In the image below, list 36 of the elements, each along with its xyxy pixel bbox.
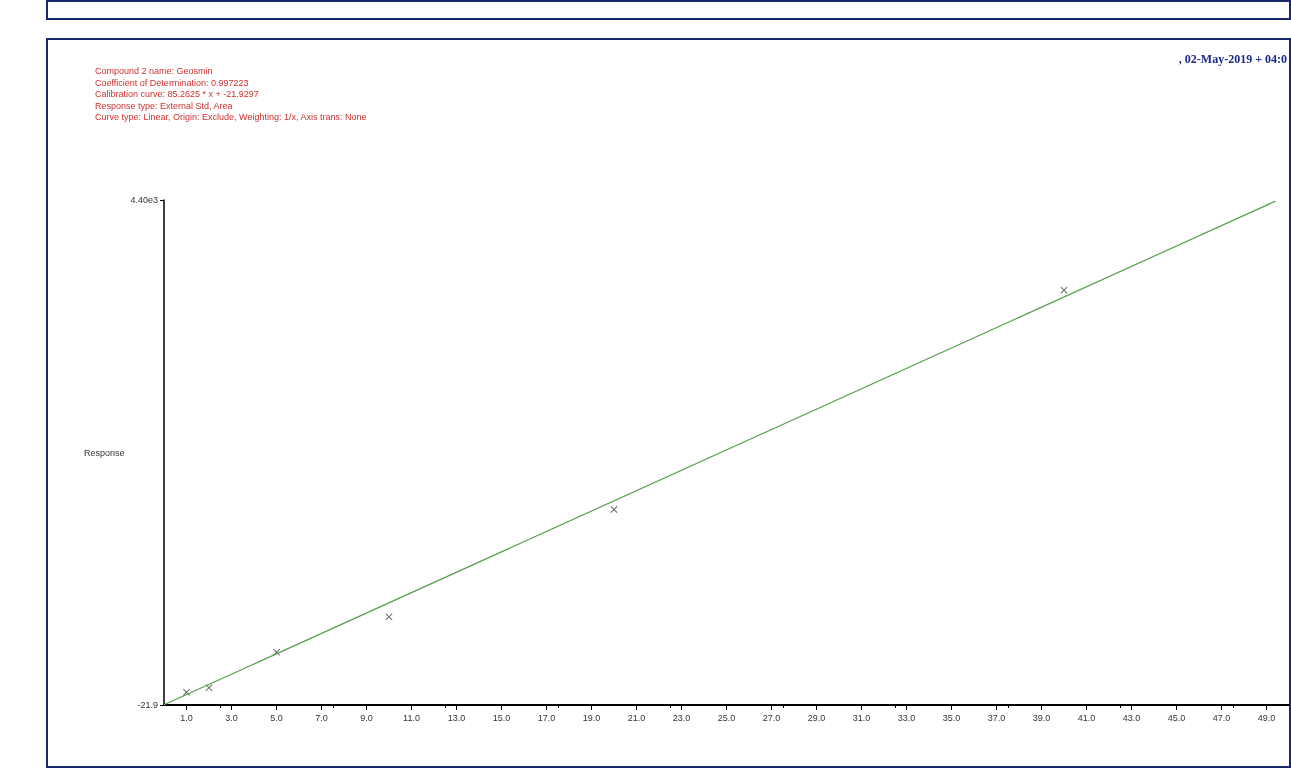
- x-tick-label: 15.0: [492, 712, 511, 723]
- text: , 02-May-2019 + 04:0: [1178, 52, 1287, 67]
- x-tick-label: 19.0: [582, 712, 601, 723]
- y-tick-label: 4.40e3: [130, 195, 158, 205]
- x-tick-label: 27.0: [762, 712, 781, 723]
- x-tick-label: 43.0: [1122, 712, 1141, 723]
- x-tick-label: 35.0: [942, 712, 961, 723]
- x-tick-label: 45.0: [1167, 712, 1186, 723]
- x-tick-label: 1.0: [180, 712, 193, 723]
- point: [610, 505, 618, 513]
- x-tick-label: 39.0: [1032, 712, 1051, 723]
- x-tick-label: 37.0: [987, 712, 1006, 723]
- x-tick-label: 49.0: [1257, 712, 1276, 723]
- x-tick-label: 17.0: [537, 712, 556, 723]
- x-tick-label: 29.0: [807, 712, 826, 723]
- x-tick-label: 31.0: [852, 712, 871, 723]
- x-tick-label: 13.0: [447, 712, 466, 723]
- x-tick-label: 41.0: [1077, 712, 1096, 723]
- x-tick-label: 11.0: [403, 712, 420, 723]
- x-tick-label: 47.0: [1212, 712, 1231, 723]
- text: Compound 2 name: Geosmin: [95, 66, 214, 78]
- point: [205, 684, 213, 692]
- x-tick-label: 5.0: [270, 712, 283, 723]
- text: Response type: External Std, Area: [95, 100, 234, 112]
- x-tick-label: 33.0: [897, 712, 916, 723]
- x-tick-label: 21.0: [627, 712, 646, 723]
- text: Coefficient of Determination: 0.997223: [95, 77, 250, 89]
- x-tick-label: 3.0: [225, 712, 238, 723]
- x-tick-label: 7.0: [315, 712, 328, 723]
- text: Curve type: Linear, Origin: Exclude, Weighting: 1/x, Axis trans: None: [95, 112, 367, 124]
- y-tick-label: -21.9: [137, 700, 158, 710]
- y-axis-title: Response: [84, 447, 125, 458]
- x-tick-label: 25.0: [717, 712, 736, 723]
- x-tick-label: 23.0: [672, 712, 691, 723]
- x-tick-label: 9.0: [360, 712, 373, 723]
- text: Calibration curve: 85.2625 * x + -21.9297: [95, 89, 260, 101]
